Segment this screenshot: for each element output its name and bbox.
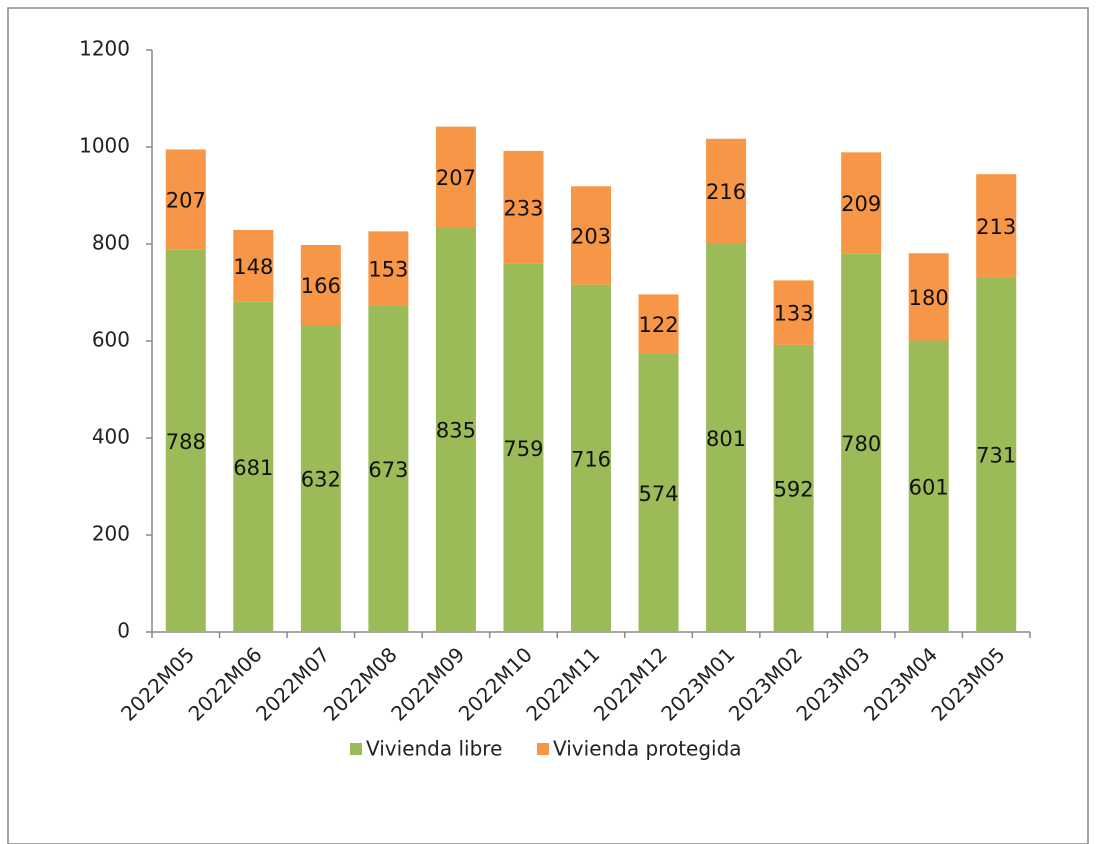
chart-border <box>7 7 1089 844</box>
bar-segment <box>638 294 679 354</box>
data-label: 759 <box>503 437 543 461</box>
bar-segment <box>841 253 882 632</box>
data-label: 780 <box>841 432 881 456</box>
bar-segment <box>841 152 882 254</box>
bar-segment <box>706 138 747 244</box>
data-label: 207 <box>166 189 206 213</box>
bar-segment <box>638 353 679 632</box>
bar-segment <box>233 229 274 302</box>
bar-segment <box>435 126 476 228</box>
y-tick-label: 1000 <box>79 134 130 158</box>
bar-segment <box>908 253 949 341</box>
data-label: 180 <box>909 286 949 310</box>
data-label: 148 <box>233 255 273 279</box>
data-label: 788 <box>166 430 206 454</box>
bar-segment <box>773 344 814 632</box>
bar-segment <box>368 231 409 306</box>
data-label: 207 <box>436 166 476 190</box>
bar-segment <box>300 244 341 326</box>
data-label: 216 <box>706 180 746 204</box>
data-label: 716 <box>571 447 611 471</box>
data-label: 209 <box>841 192 881 216</box>
bar-segment <box>503 150 544 264</box>
data-label: 213 <box>976 215 1016 239</box>
bar-segment <box>233 301 274 632</box>
data-label: 166 <box>301 274 341 298</box>
data-label: 731 <box>976 444 1016 468</box>
bar-segment <box>908 340 949 632</box>
bar-segment <box>773 280 814 345</box>
legend-swatch <box>537 743 549 755</box>
y-tick-label: 800 <box>92 231 130 255</box>
data-label: 801 <box>706 427 746 451</box>
bar-segment <box>976 277 1017 632</box>
y-tick-label: 600 <box>92 328 130 352</box>
bar-segment <box>165 249 206 632</box>
y-tick-label: 400 <box>92 425 130 449</box>
legend-swatch <box>350 743 362 755</box>
data-label: 673 <box>368 458 408 482</box>
bar-segment <box>503 263 544 632</box>
data-label: 153 <box>368 257 408 281</box>
y-tick-label: 1200 <box>79 37 130 61</box>
data-label: 203 <box>571 225 611 249</box>
bar-segment <box>368 305 409 632</box>
bar-segment <box>976 174 1017 278</box>
bar-segment <box>706 243 747 632</box>
x-tick-label: 2023M05 <box>926 642 1009 725</box>
y-tick-label: 200 <box>92 522 130 546</box>
data-label: 835 <box>436 419 476 443</box>
bar-segment <box>165 149 206 250</box>
data-label: 233 <box>503 196 543 220</box>
data-label: 632 <box>301 468 341 492</box>
data-label: 122 <box>638 313 678 337</box>
bar-segment <box>435 227 476 632</box>
y-tick-label: 0 <box>117 619 130 643</box>
legend-label: Vivienda protegida <box>553 737 742 761</box>
bar-segment <box>571 284 611 632</box>
data-label: 601 <box>909 475 949 499</box>
bar-segment <box>300 325 341 632</box>
data-label: 681 <box>233 456 273 480</box>
data-label: 592 <box>774 477 814 501</box>
legend-label: Vivienda libre <box>366 737 502 761</box>
data-label: 133 <box>774 302 814 326</box>
data-label: 574 <box>638 482 678 506</box>
bar-segment <box>571 186 611 285</box>
